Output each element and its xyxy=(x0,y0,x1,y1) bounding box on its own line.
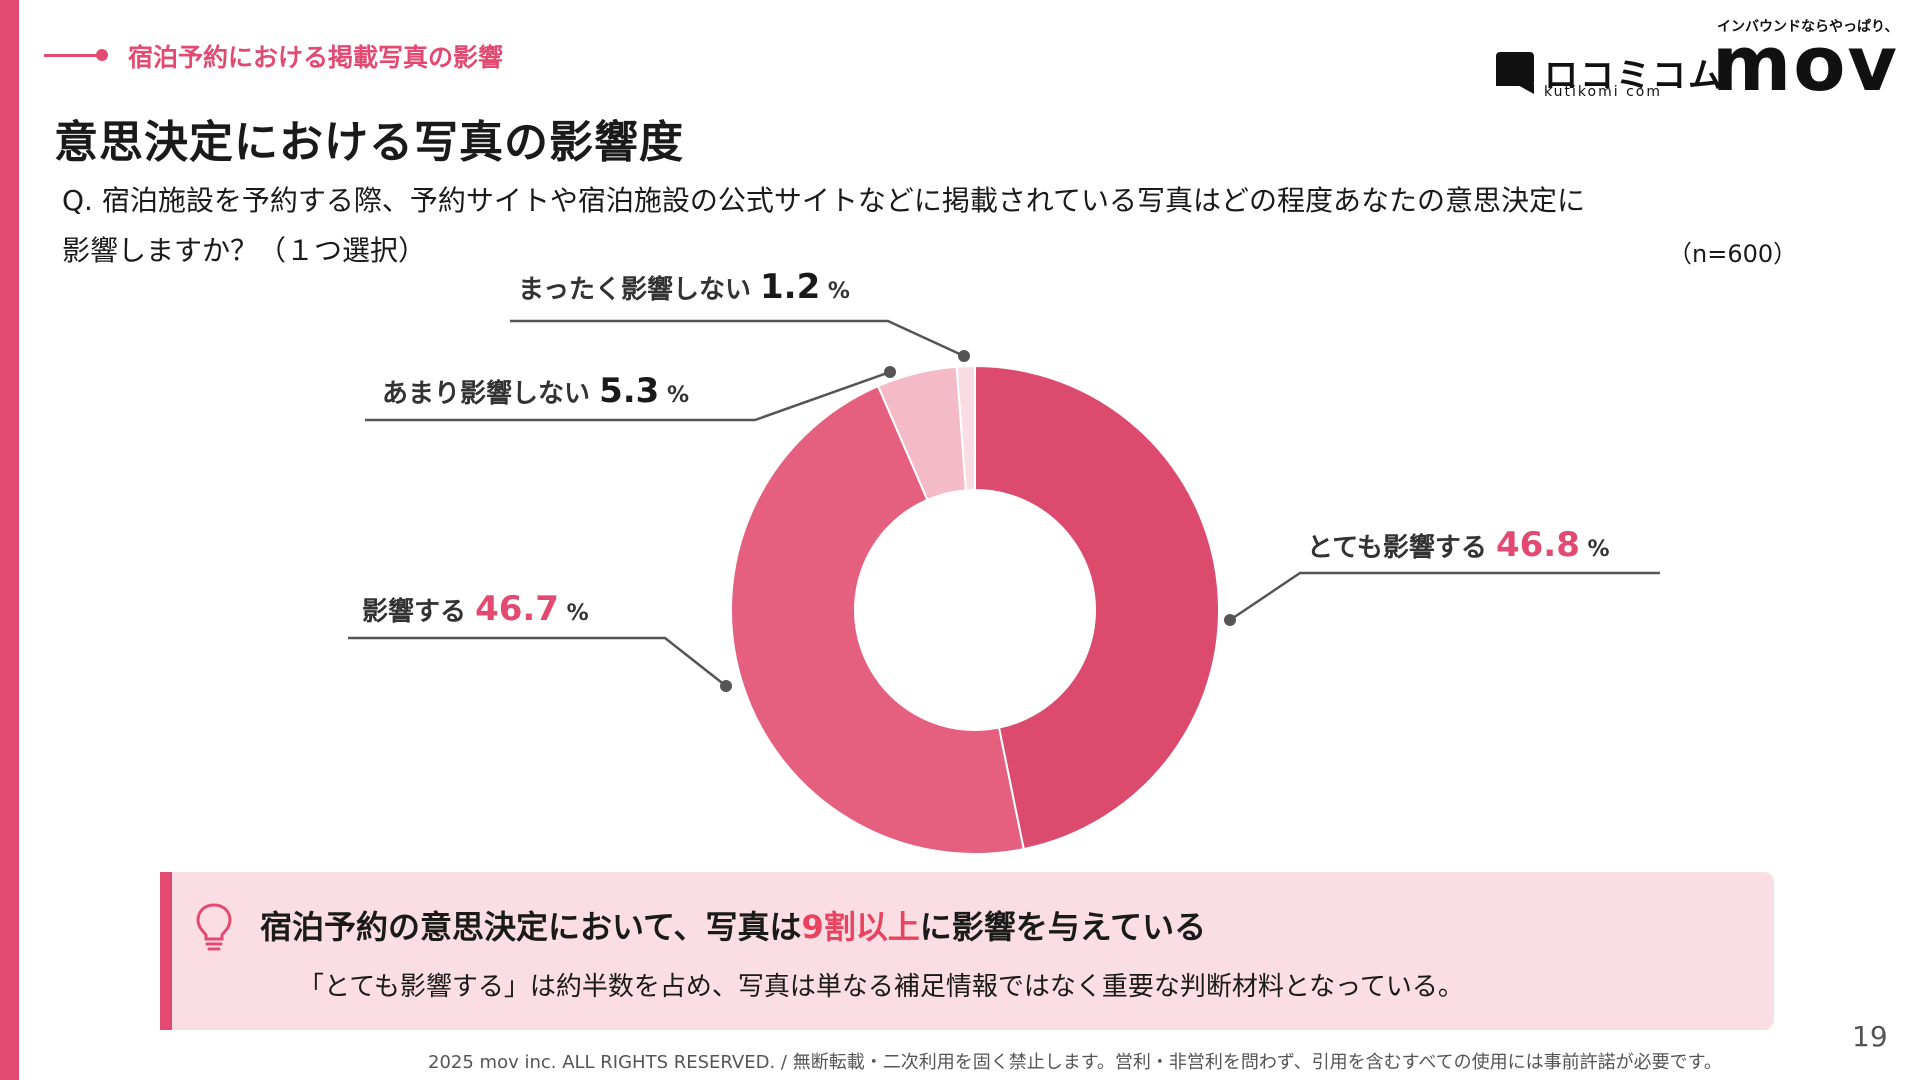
slice-category-1: 影響する xyxy=(362,596,475,627)
question-line-2: 影響しますか？（１つ選択） xyxy=(62,234,427,267)
slice-label-1: 影響する 46.7 % xyxy=(362,589,589,629)
sample-size: （n=600） xyxy=(1668,240,1798,268)
section-marker-dot xyxy=(96,49,108,61)
leader-line-2 xyxy=(365,370,891,422)
kutikomi-logo-mark: ロコミコム xyxy=(1544,56,1724,96)
slice-value-0: 46.8 xyxy=(1496,525,1580,565)
leader-dot-3 xyxy=(958,350,970,362)
mov-logo: mov xyxy=(1712,19,1899,108)
donut-slice-3 xyxy=(955,364,976,492)
leader-line-1 xyxy=(348,636,727,687)
slice-unit-3: % xyxy=(820,279,850,304)
kutikomi-logo-sub: kutikomi com xyxy=(1544,84,1662,100)
donut-slice-1 xyxy=(730,384,1025,855)
page-title: 意思決定における写真の影響度 xyxy=(54,117,684,168)
slice-unit-0: % xyxy=(1580,537,1610,562)
callout-headline-prefix: 宿泊予約の意思決定において、写真は xyxy=(260,908,802,946)
callout-headline-highlight: 9割以上 xyxy=(801,908,920,946)
leader-dot-1 xyxy=(720,680,732,692)
slice-label-2: あまり影響しない 5.3 % xyxy=(382,371,689,411)
slice-label-3: まったく影響しない 1.2 % xyxy=(518,267,850,307)
slice-category-2: あまり影響しない xyxy=(382,378,599,409)
leader-dot-2 xyxy=(884,366,896,378)
speech-bubble-tail xyxy=(1516,84,1534,94)
callout-accent-bar xyxy=(160,872,172,1030)
callout-headline: 宿泊予約の意思決定において、写真は9割以上に影響を与えている xyxy=(260,902,1206,948)
kutikomi-logo: ロコミコム kutikomi com xyxy=(1496,50,1722,100)
callout-body: 「とても影響する」は約半数を占め、写真は単なる補足情報ではなく重要な判断材料とな… xyxy=(298,972,1464,1002)
leader-line-3 xyxy=(510,319,965,358)
leader-line-0 xyxy=(1229,571,1660,622)
slice-category-3: まったく影響しない xyxy=(518,274,760,305)
speech-bubble-icon xyxy=(1496,52,1534,86)
copyright-notice: 2025 mov inc. ALL RIGHTS RESERVED. / 無断転… xyxy=(428,1052,1722,1073)
section-marker-line xyxy=(44,54,102,57)
mov-tagline: インバウンドならやっぱり、 xyxy=(1717,19,1899,35)
callout-headline-suffix: に影響を与えている xyxy=(919,908,1207,946)
slice-value-2: 5.3 xyxy=(599,371,659,411)
slice-category-0: とても影響する xyxy=(1307,532,1496,563)
donut-slice-0 xyxy=(974,364,1220,851)
section-label: 宿泊予約における掲載写真の影響 xyxy=(128,43,504,72)
survey-question: Q. 宿泊施設を予約する際、予約サイトや宿泊施設の公式サイトなどに掲載されている… xyxy=(62,176,1822,276)
slice-unit-1: % xyxy=(559,601,589,626)
question-line-1: Q. 宿泊施設を予約する際、予約サイトや宿泊施設の公式サイトなどに掲載されている… xyxy=(62,184,1586,217)
page-number: 19 xyxy=(1852,1020,1888,1053)
key-finding-callout: 宿泊予約の意思決定において、写真は9割以上に影響を与えている 「とても影響する」… xyxy=(160,872,1774,1030)
slice-unit-2: % xyxy=(659,383,689,408)
slice-value-1: 46.7 xyxy=(475,589,559,629)
lightbulb-icon xyxy=(196,903,232,951)
slice-label-0: とても影響する 46.8 % xyxy=(1307,525,1610,565)
slice-value-3: 1.2 xyxy=(760,267,820,307)
accent-stripe xyxy=(0,0,19,1080)
leader-dot-0 xyxy=(1224,614,1236,626)
